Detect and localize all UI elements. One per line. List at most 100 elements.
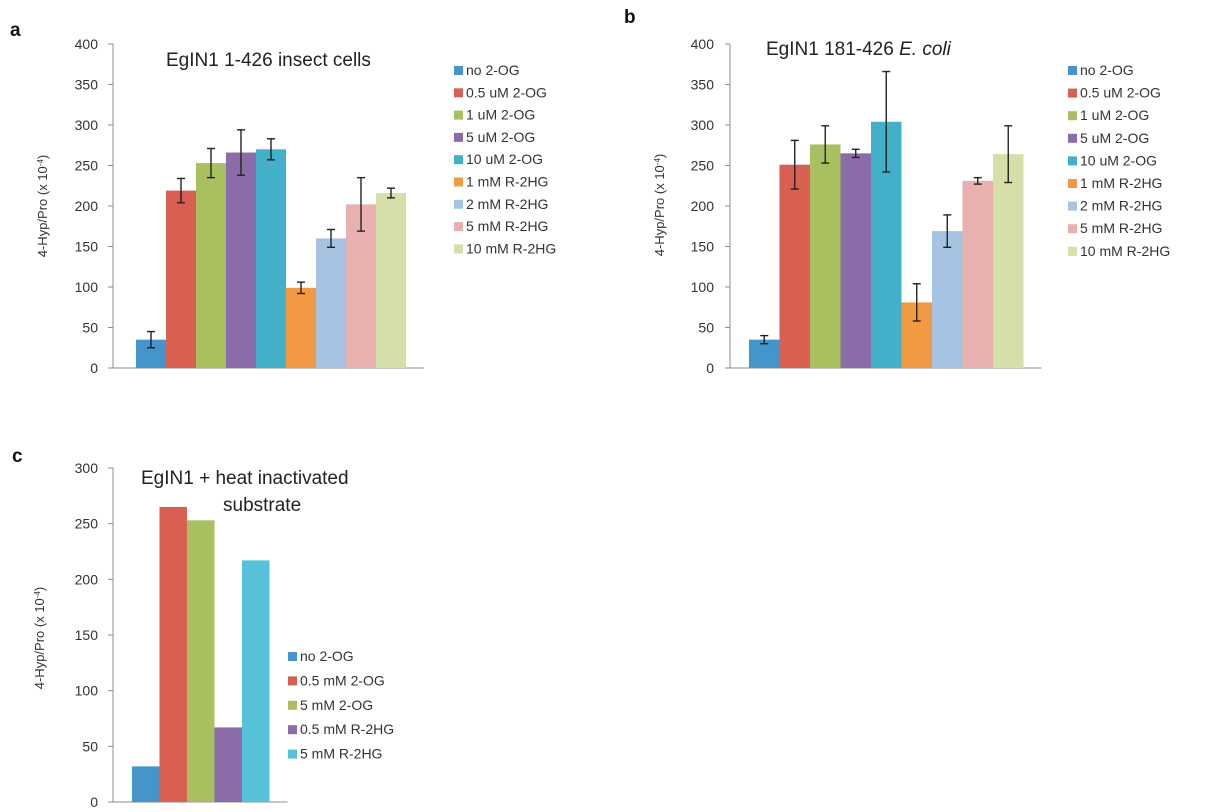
panel-c: c EgIN1 + heat inactivated substrate 4-H… xyxy=(12,446,394,810)
y-tick-label: 350 xyxy=(691,77,715,93)
legend-swatch xyxy=(1068,133,1077,143)
legend-swatch xyxy=(288,725,297,735)
y-tick-label: 300 xyxy=(75,460,99,476)
legend-swatch xyxy=(454,66,463,75)
bar xyxy=(226,152,256,368)
legend-label: 5 mM 2-OG xyxy=(300,697,373,713)
legend-swatch xyxy=(454,199,463,209)
legend-label: 2 mM R-2HG xyxy=(1080,198,1162,214)
legend-label: 5 uM 2-OG xyxy=(1080,130,1149,146)
y-tick-label: 250 xyxy=(75,516,99,532)
legend-label: 5 mM R-2HG xyxy=(466,218,548,234)
legend-swatch xyxy=(1068,201,1077,211)
legend-swatch xyxy=(454,88,463,98)
y-axis-label-a: 4-Hyp/Pro (x 10-4) xyxy=(35,155,50,258)
panel-a: a EgIN1 1-426 insect cells 4-Hyp/Pro (x … xyxy=(10,20,556,376)
legend-c: no 2-OG 0.5 mM 2-OG 5 mM 2-OG 0.5 mM R-2HG 5… xyxy=(288,648,394,762)
legend-swatch xyxy=(454,177,463,187)
plot-area-b: 0 50 100 150 200 250 300 350 400 xyxy=(691,36,1042,376)
y-tick-label: 0 xyxy=(90,794,98,810)
plot-area-a: 0 50 100 150 200 250 300 350 400 xyxy=(75,36,424,376)
legend-label: 0.5 uM 2-OG xyxy=(1080,85,1161,101)
bar xyxy=(286,287,316,368)
y-axis-label-b: 4-Hyp/Pro (x 10-4) xyxy=(652,154,667,257)
y-tick-label: 200 xyxy=(691,198,715,214)
bar xyxy=(256,149,286,368)
y-tick-label: 100 xyxy=(691,279,715,295)
panel-b: b EgIN1 181-426 E. coli 4-Hyp/Pro (x 10-… xyxy=(624,7,1170,376)
bar xyxy=(166,190,196,368)
y-tick-label: 250 xyxy=(75,158,99,174)
legend-label: 0.5 mM R-2HG xyxy=(300,721,394,737)
legend-swatch xyxy=(1068,246,1077,256)
legend-a: no 2-OG 0.5 uM 2-OG 1 uM 2-OG 5 uM 2-OG 10 u… xyxy=(454,62,556,256)
chart-title-a: EgIN1 1-426 insect cells xyxy=(166,50,371,71)
legend-swatch xyxy=(454,132,463,142)
legend-swatch xyxy=(1068,224,1077,234)
panel-letter-a: a xyxy=(10,20,21,41)
bar xyxy=(993,154,1024,368)
y-axis-label-c: 4-Hyp/Pro (x 10-4) xyxy=(32,587,47,690)
y-tick-label: 400 xyxy=(75,36,99,52)
legend-label: 1 uM 2-OG xyxy=(1080,107,1149,123)
legend-label: no 2-OG xyxy=(300,648,354,664)
bar xyxy=(932,231,963,368)
legend-swatch xyxy=(1068,111,1077,121)
bar xyxy=(840,153,871,368)
y-tick-label: 0 xyxy=(706,360,714,376)
y-tick-label: 0 xyxy=(90,360,98,376)
plot-area-c: 0 50 100 150 200 250 300 xyxy=(75,460,288,810)
chart-title-c-line2: substrate xyxy=(223,495,301,516)
legend-swatch xyxy=(1068,156,1077,166)
y-tick-label: 150 xyxy=(691,239,715,255)
y-tick-label: 100 xyxy=(75,279,99,295)
y-tick-label: 300 xyxy=(75,117,99,133)
y-tick-label: 50 xyxy=(82,320,98,336)
y-tick-label: 350 xyxy=(75,77,99,93)
chart-title-b: EgIN1 181-426 E. coli xyxy=(766,39,952,60)
legend-swatch xyxy=(288,652,297,661)
legend-label: 0.5 uM 2-OG xyxy=(466,84,547,100)
legend-label: 5 uM 2-OG xyxy=(466,129,535,145)
bar xyxy=(316,238,346,368)
legend-label: 1 mM R-2HG xyxy=(466,174,548,190)
bar xyxy=(132,766,160,802)
chart-title-c-line1: EgIN1 + heat inactivated xyxy=(141,468,349,489)
bar xyxy=(159,506,187,802)
legend-label: 10 uM 2-OG xyxy=(1080,152,1157,168)
legend-label: 2 mM R-2HG xyxy=(466,196,548,212)
legend-swatch xyxy=(288,700,297,710)
legend-swatch xyxy=(288,749,297,759)
legend-swatch xyxy=(1068,179,1077,188)
legend-label: 1 uM 2-OG xyxy=(466,107,535,123)
y-tick-label: 150 xyxy=(75,627,99,643)
legend-label: 10 mM R-2HG xyxy=(1080,243,1170,259)
legend-label: 5 mM R-2HG xyxy=(300,746,382,762)
bar xyxy=(779,164,810,368)
legend-label: 5 mM R-2HG xyxy=(1080,220,1162,236)
y-tick-label: 150 xyxy=(75,239,99,255)
legend-label: 1 mM R-2HG xyxy=(1080,175,1162,191)
legend-swatch xyxy=(454,155,463,165)
legend-b: no 2-OG 0.5 uM 2-OG 1 uM 2-OG 5 uM 2-OG 10 u… xyxy=(1068,62,1170,259)
y-tick-label: 200 xyxy=(75,198,99,214)
panel-letter-b: b xyxy=(624,7,636,28)
legend-swatch xyxy=(454,110,463,120)
legend-swatch xyxy=(454,222,463,232)
bar xyxy=(214,727,242,802)
legend-label: 10 mM R-2HG xyxy=(466,240,556,256)
bar xyxy=(242,560,270,802)
y-tick-label: 50 xyxy=(82,738,98,754)
y-tick-label: 50 xyxy=(698,320,714,336)
legend-swatch xyxy=(1068,66,1077,75)
y-tick-label: 400 xyxy=(691,36,715,52)
bar xyxy=(962,180,993,368)
y-tick-label: 200 xyxy=(75,571,99,587)
bar xyxy=(376,193,406,368)
legend-label: 0.5 mM 2-OG xyxy=(300,672,385,688)
legend-label: 10 uM 2-OG xyxy=(466,151,543,167)
legend-label: no 2-OG xyxy=(466,62,520,78)
panel-letter-c: c xyxy=(12,446,23,467)
y-tick-label: 300 xyxy=(691,117,715,133)
